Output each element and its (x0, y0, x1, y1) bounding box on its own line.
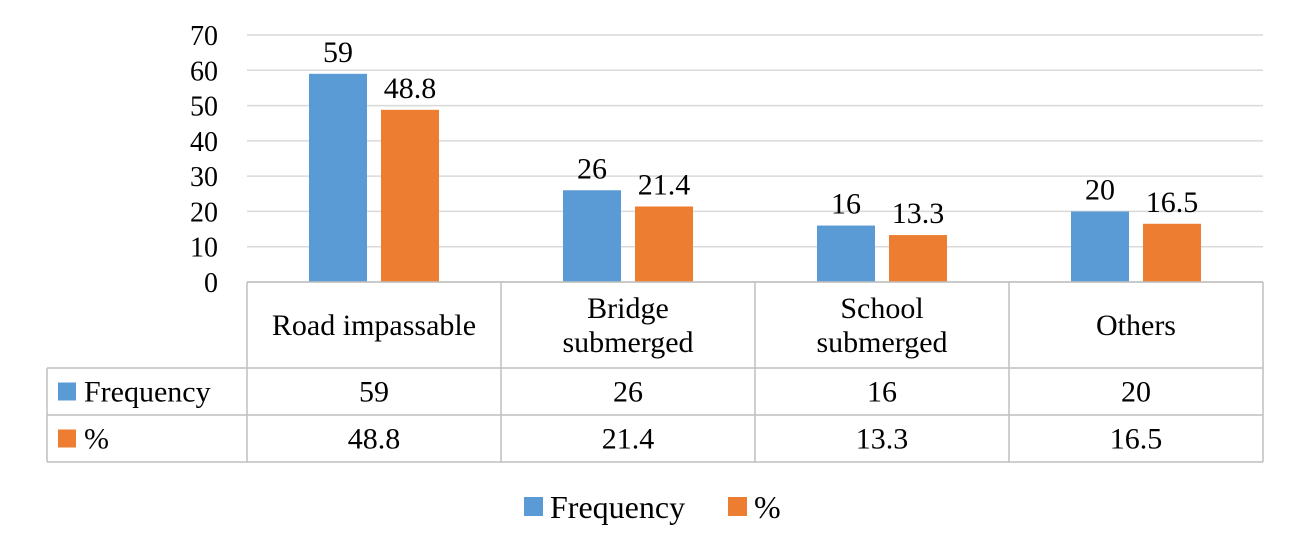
category-label: Bridge (587, 292, 669, 325)
table-cell: 16 (867, 376, 897, 409)
table-series-name: % (84, 423, 109, 456)
data-label: 16.5 (1146, 186, 1199, 219)
data-table: Road impassableBridgesubmergedSchoolsubm… (46, 281, 1264, 463)
category-label: submerged (816, 326, 947, 359)
y-tick-label: 50 (190, 92, 218, 123)
y-tick-label: 70 (190, 21, 218, 52)
category-label: Others (1096, 309, 1176, 342)
y-tick-label: 30 (190, 162, 218, 193)
data-label: 20 (1085, 173, 1115, 206)
legend-label: % (754, 489, 781, 525)
y-tick-label: 40 (190, 127, 218, 158)
bar-percent (889, 235, 947, 282)
y-tick-label: 10 (190, 233, 218, 264)
bar-frequency (309, 73, 367, 282)
category-label: School (840, 292, 923, 325)
data-labels: 59 48.8 26 21.4 16 13.3 20 16.5 (323, 36, 1198, 230)
table-cell: 26 (613, 376, 643, 409)
table-cell: 13.3 (856, 423, 909, 456)
table-series-name: Frequency (84, 376, 211, 409)
bar-frequency (817, 225, 875, 282)
bar-percent (1143, 223, 1201, 282)
data-label: 16 (831, 188, 861, 221)
table-legend-key (58, 429, 76, 448)
data-label: 48.8 (384, 72, 437, 105)
y-tick-label: 0 (204, 268, 218, 299)
bar-frequency (563, 190, 621, 282)
category-label: Road impassable (272, 309, 476, 342)
data-label: 59 (323, 36, 353, 69)
table-cell: 48.8 (348, 423, 401, 456)
data-label: 21.4 (638, 168, 691, 201)
legend-key (728, 497, 747, 516)
y-tick-label: 60 (190, 56, 218, 87)
data-label: 26 (577, 152, 607, 185)
category-label: submerged (562, 326, 693, 359)
legend-label: Frequency (550, 489, 685, 525)
table-cell: 16.5 (1110, 423, 1163, 456)
legend-key (524, 497, 543, 516)
y-axis: 0 10 20 30 40 50 60 70 (190, 21, 218, 299)
bar-percent (635, 206, 693, 282)
bar-percent (381, 109, 439, 282)
legend: Frequency% (524, 489, 781, 525)
bar-frequency (1071, 211, 1129, 282)
table-legend-key (58, 382, 76, 401)
data-label: 13.3 (892, 197, 945, 230)
bars (309, 73, 1201, 282)
table-cell: 21.4 (602, 423, 655, 456)
y-tick-label: 20 (190, 197, 218, 228)
table-cell: 20 (1121, 376, 1151, 409)
table-cell: 59 (359, 376, 389, 409)
